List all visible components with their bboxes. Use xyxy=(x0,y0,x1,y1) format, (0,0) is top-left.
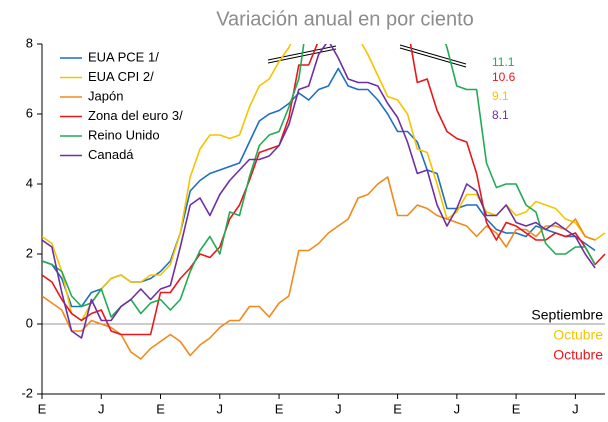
x-tick-label: E xyxy=(512,401,521,416)
annotation: Octubre xyxy=(553,327,603,343)
annotation: Septiembre xyxy=(531,307,603,323)
y-tick-label: 8 xyxy=(26,35,33,50)
y-tick-label: 6 xyxy=(26,105,33,120)
annotation: 9.1 xyxy=(492,89,509,103)
x-tick-label: E xyxy=(393,401,402,416)
x-tick-label: E xyxy=(38,401,47,416)
x-tick-label: J xyxy=(572,401,579,416)
annotation: Octubre xyxy=(553,347,603,363)
x-tick-label: J xyxy=(217,401,224,416)
x-tick-label: J xyxy=(335,401,342,416)
x-tick-label: J xyxy=(98,401,105,416)
y-tick-label: 4 xyxy=(26,175,33,190)
series-line xyxy=(42,67,596,308)
x-tick-label: E xyxy=(156,401,165,416)
series-line xyxy=(42,44,596,339)
axis-break-right xyxy=(399,44,467,68)
legend-label: Japón xyxy=(88,88,123,103)
x-tick-label: J xyxy=(454,401,461,416)
series-line xyxy=(42,44,596,318)
series-line xyxy=(42,176,596,360)
series-line xyxy=(42,44,606,322)
legend-label: Canadá xyxy=(88,147,134,162)
annotation: 8.1 xyxy=(492,108,509,122)
plot-area xyxy=(42,44,606,360)
y-tick-label: 2 xyxy=(26,245,33,260)
y-tick-label: 0 xyxy=(26,315,33,330)
legend-label: Zona del euro 3/ xyxy=(88,108,183,123)
annotation: 10.6 xyxy=(492,70,516,84)
x-tick-label: E xyxy=(275,401,284,416)
legend-label: EUA CPI 2/ xyxy=(88,69,154,84)
legend-label: EUA PCE 1/ xyxy=(88,49,159,64)
chart-subtitle: Variación anual en por ciento xyxy=(216,8,474,30)
y-tick-label: -2 xyxy=(21,385,33,400)
annotation: 11.1 xyxy=(492,55,515,69)
legend-label: Reino Unido xyxy=(88,127,160,142)
series-line xyxy=(42,44,606,336)
